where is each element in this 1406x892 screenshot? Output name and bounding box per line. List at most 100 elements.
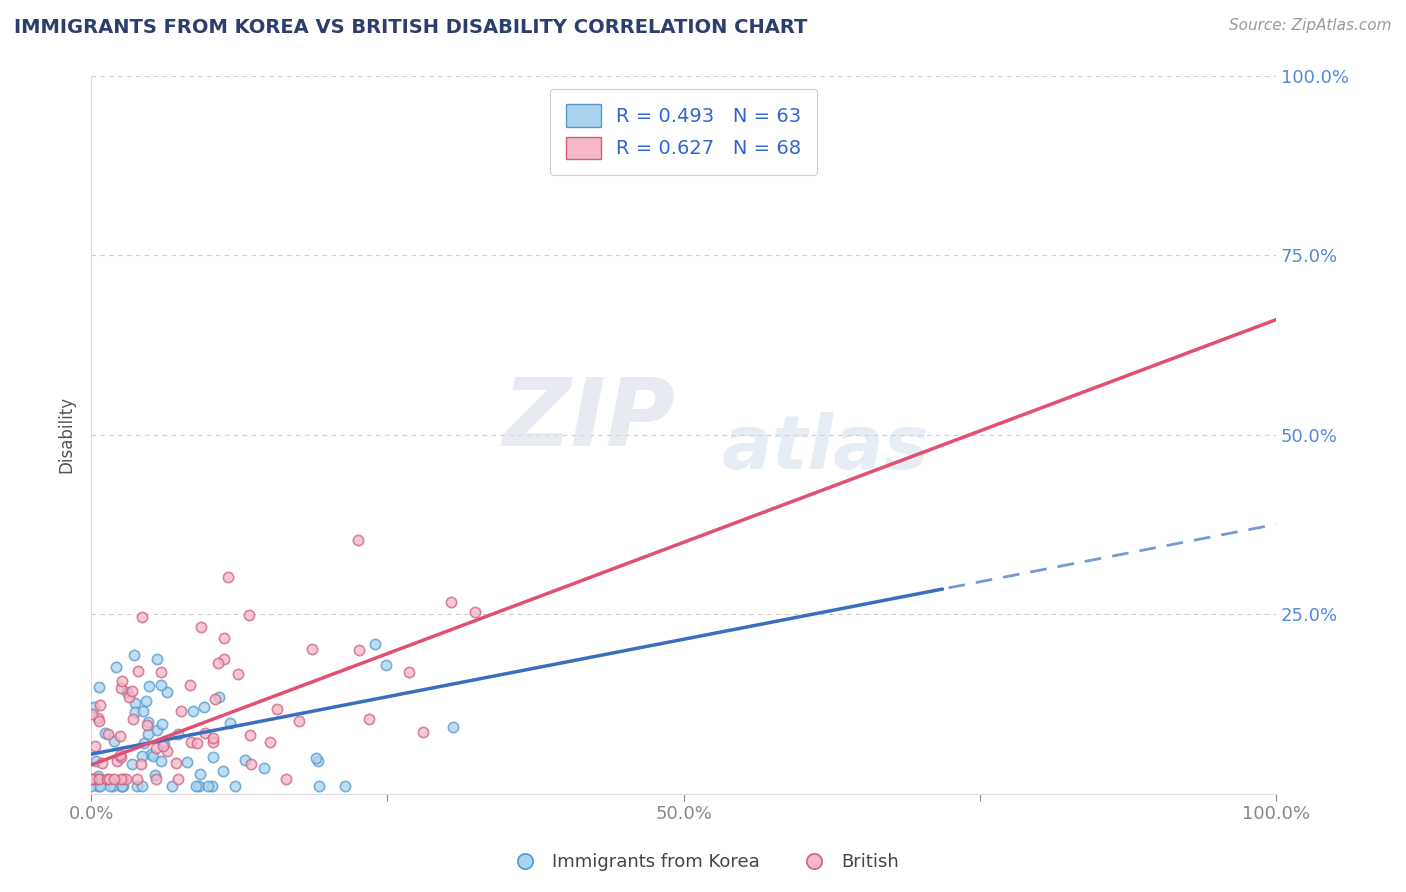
Point	[398, 665, 420, 680]
Point	[83, 700, 105, 714]
Text: IMMIGRANTS FROM KOREA VS BRITISH DISABILITY CORRELATION CHART: IMMIGRANTS FROM KOREA VS BRITISH DISABIL…	[14, 18, 807, 37]
Point	[87, 772, 110, 787]
Point	[80, 772, 103, 787]
Point	[146, 723, 169, 738]
Point	[103, 772, 125, 787]
Point	[87, 772, 110, 787]
Point	[197, 780, 219, 794]
Point	[83, 772, 105, 787]
Point	[97, 727, 120, 741]
Text: Source: ZipAtlas.com: Source: ZipAtlas.com	[1229, 18, 1392, 33]
Y-axis label: Disability: Disability	[58, 396, 75, 473]
Point	[152, 739, 174, 754]
Point	[145, 772, 167, 787]
Text: ZIP: ZIP	[502, 375, 675, 467]
Point	[238, 608, 260, 623]
Point	[287, 714, 309, 729]
Point	[188, 767, 211, 781]
Point	[180, 734, 202, 748]
Point	[211, 764, 233, 779]
Point	[167, 772, 190, 787]
Point	[111, 674, 134, 689]
Point	[165, 756, 187, 770]
Point	[187, 780, 209, 794]
Point	[103, 734, 125, 748]
Point	[124, 648, 146, 662]
Point	[167, 727, 190, 741]
Point	[136, 727, 159, 741]
Point	[160, 780, 183, 794]
Point	[131, 780, 153, 794]
Point	[204, 691, 226, 706]
Point	[217, 570, 239, 584]
Point	[305, 751, 328, 765]
Point	[440, 595, 463, 609]
Point	[170, 704, 193, 718]
Point	[82, 706, 104, 721]
Point	[276, 772, 298, 787]
Point	[464, 605, 486, 619]
Point	[357, 712, 380, 726]
Point	[207, 656, 229, 670]
Point	[105, 754, 128, 768]
Point	[150, 716, 173, 731]
Point	[149, 665, 172, 680]
Point	[193, 699, 215, 714]
Point	[108, 747, 131, 762]
Point	[266, 702, 288, 716]
Point	[201, 731, 224, 745]
Point	[131, 609, 153, 624]
Point	[364, 637, 387, 651]
Point	[110, 750, 132, 764]
Point	[412, 724, 434, 739]
Point	[208, 690, 231, 704]
Point	[86, 754, 108, 768]
Point	[80, 772, 103, 787]
Point	[132, 736, 155, 750]
Point	[125, 772, 148, 787]
Point	[110, 780, 132, 794]
Point	[143, 768, 166, 782]
Point	[110, 681, 132, 696]
Point	[101, 780, 124, 794]
Point	[153, 737, 176, 751]
Point	[176, 755, 198, 769]
Point	[127, 664, 149, 678]
Point	[226, 667, 249, 681]
Point	[333, 780, 356, 794]
Point	[84, 739, 107, 753]
Point	[87, 780, 110, 794]
Point	[301, 642, 323, 657]
Point	[138, 679, 160, 693]
Point	[190, 620, 212, 634]
Point	[135, 718, 157, 732]
Point	[186, 736, 208, 750]
Point	[98, 780, 121, 794]
Point	[108, 729, 131, 743]
Point	[125, 780, 148, 794]
Point	[118, 690, 141, 704]
Point	[259, 735, 281, 749]
Point	[375, 657, 398, 672]
Point	[308, 780, 330, 794]
Point	[346, 533, 368, 547]
Text: atlas: atlas	[723, 412, 929, 485]
Point	[89, 698, 111, 712]
Point	[200, 780, 222, 794]
Point	[347, 642, 370, 657]
Point	[104, 659, 127, 673]
Point	[253, 761, 276, 775]
Point	[111, 772, 134, 787]
Point	[142, 749, 165, 764]
Legend: Immigrants from Korea, British: Immigrants from Korea, British	[501, 847, 905, 879]
Point	[201, 735, 224, 749]
Point	[121, 757, 143, 772]
Point	[87, 680, 110, 694]
Legend: R = 0.493   N = 63, R = 0.627   N = 68: R = 0.493 N = 63, R = 0.627 N = 68	[550, 89, 817, 175]
Point	[150, 755, 173, 769]
Point	[155, 684, 177, 698]
Point	[240, 757, 263, 772]
Point	[135, 694, 157, 708]
Point	[97, 772, 120, 787]
Point	[124, 705, 146, 719]
